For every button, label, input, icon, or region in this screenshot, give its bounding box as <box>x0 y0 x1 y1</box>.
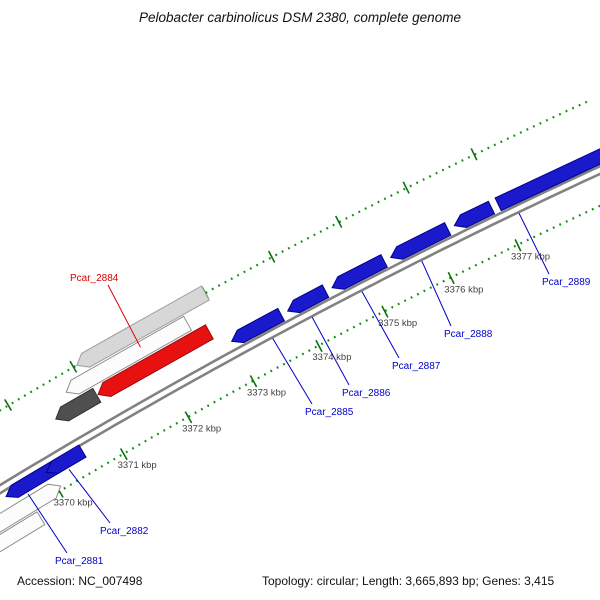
ruler-label-3376: 3376 kbp <box>444 284 483 295</box>
gene-label-Pcar_2887[interactable]: Pcar_2887 <box>392 361 441 372</box>
ruler-label-3370: 3370 kbp <box>54 498 93 509</box>
gene-label-Pcar_2882[interactable]: Pcar_2882 <box>100 526 149 537</box>
ruler-tick-inner-3372 <box>184 411 193 424</box>
label-leader-Pcar_2885 <box>272 338 313 405</box>
ruler-label-3373: 3373 kbp <box>247 387 286 398</box>
gene-feat-white-c[interactable] <box>65 315 193 395</box>
gene-Pcar_2886[interactable] <box>286 284 330 314</box>
ruler-label-3377: 3377 kbp <box>511 252 550 263</box>
gene-Pcar_2888[interactable] <box>390 222 452 260</box>
ruler-tick-inner-3375 <box>381 305 389 318</box>
gene-label-Pcar_2884[interactable]: Pcar_2884 <box>70 273 119 284</box>
ruler-tick-inner-3373 <box>249 375 258 388</box>
gene-Pcar_2887[interactable] <box>331 254 388 290</box>
gene-label-Pcar_2881[interactable]: Pcar_2881 <box>55 556 104 567</box>
ruler-tick-outer-3376 <box>402 181 410 194</box>
gene-Pcar_2882[interactable] <box>45 444 87 474</box>
backbone-strand-inner <box>0 172 600 495</box>
gene-Pcar_2884[interactable] <box>97 324 214 398</box>
genome-title: Pelobacter carbinolicus DSM 2380, comple… <box>139 10 461 25</box>
label-leader-Pcar_2882 <box>68 469 111 524</box>
gene-feat-blue-small[interactable] <box>453 200 496 229</box>
gene-feat-white-a[interactable] <box>0 483 62 549</box>
gene-label-Pcar_2885[interactable]: Pcar_2885 <box>305 407 354 418</box>
ruler-tick-outer-3375 <box>335 215 343 228</box>
ruler-label-3375: 3375 kbp <box>378 318 417 329</box>
label-leader-Pcar_2886 <box>311 317 350 386</box>
gene-Pcar_2885[interactable] <box>230 307 286 344</box>
label-leader-Pcar_2889 <box>518 212 550 275</box>
backbone-strand-outer <box>0 164 600 487</box>
ruler-tick-inner-3377 <box>514 239 522 252</box>
ruler-tick-inner-3371 <box>119 448 128 461</box>
gene-feat-gray-dark[interactable] <box>55 387 102 422</box>
gene-label-Pcar_2886[interactable]: Pcar_2886 <box>342 388 391 399</box>
ruler-label-3374: 3374 kbp <box>312 352 351 363</box>
label-leader-Pcar_2884 <box>107 284 141 348</box>
label-leader-Pcar_2887 <box>361 291 400 359</box>
gene-label-Pcar_2889[interactable]: Pcar_2889 <box>542 277 591 288</box>
gene-feat-white-b[interactable] <box>0 511 46 554</box>
ruler-tick-inner-3376 <box>447 271 455 285</box>
gene-Pcar_2889[interactable] <box>494 142 600 212</box>
ruler-tick-outer-3377 <box>470 148 478 161</box>
label-leader-Pcar_2888 <box>421 260 452 327</box>
gene-feat-gray-light[interactable] <box>76 285 210 368</box>
gene-label-Pcar_2888[interactable]: Pcar_2888 <box>444 329 493 340</box>
ruler-tick-outer-3374 <box>267 250 276 263</box>
ruler-tick-inner-3374 <box>315 339 323 353</box>
ruler-label-3371: 3371 kbp <box>118 460 157 471</box>
ruler-tick-outer-3370 <box>4 399 13 411</box>
status-accession: Accession: NC_007498 <box>17 574 143 588</box>
label-leader-Pcar_2881 <box>27 493 68 554</box>
ruler-tick-outer-3371 <box>69 360 78 373</box>
ruler-label-3372: 3372 kbp <box>182 423 221 434</box>
ruler-arc-outer <box>0 99 591 412</box>
status-genome-info: Topology: circular; Length: 3,665,893 bp… <box>262 574 555 588</box>
